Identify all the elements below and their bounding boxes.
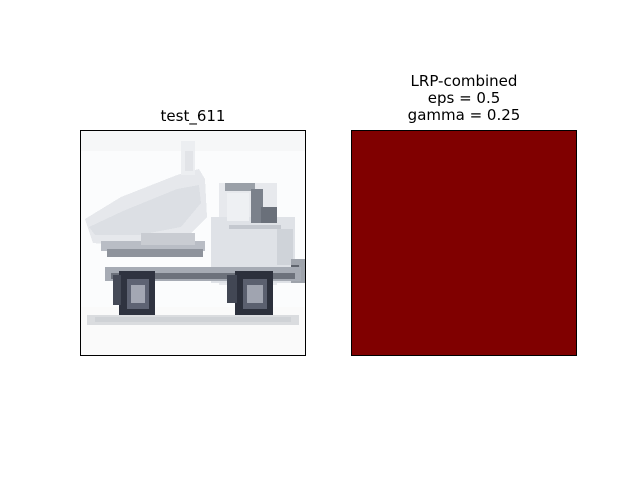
input-image-panel <box>80 130 306 356</box>
dump-truck-image <box>81 131 305 355</box>
lrp-heatmap-panel <box>351 130 577 356</box>
lrp-title-line-2: eps = 0.5 <box>427 89 501 107</box>
lrp-map-title: LRP-combined eps = 0.5 gamma = 0.25 <box>351 73 577 124</box>
lrp-heatmap-fill <box>352 131 576 355</box>
input-image-title: test_611 <box>160 107 226 125</box>
lrp-title-line-1: LRP-combined <box>410 72 518 90</box>
lrp-title-line-3: gamma = 0.25 <box>407 106 521 124</box>
